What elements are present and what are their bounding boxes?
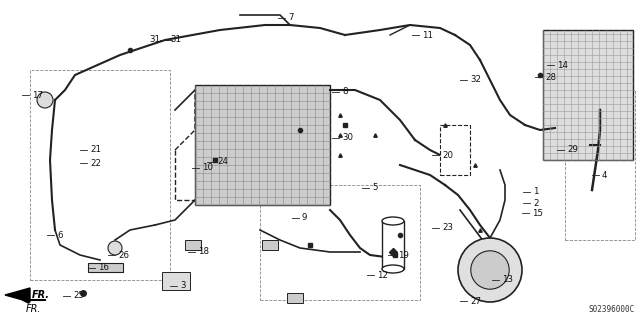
Text: 8: 8 bbox=[342, 87, 348, 97]
Bar bbox=[565, 90, 635, 240]
Text: FR.: FR. bbox=[25, 304, 41, 314]
Text: 7: 7 bbox=[288, 13, 294, 23]
Bar bbox=[440, 125, 470, 175]
Text: 1: 1 bbox=[533, 188, 538, 197]
Text: 26: 26 bbox=[118, 250, 129, 259]
Text: 25: 25 bbox=[73, 292, 84, 300]
Text: 9: 9 bbox=[302, 213, 307, 222]
Text: 30: 30 bbox=[342, 133, 353, 143]
Text: 29: 29 bbox=[567, 145, 578, 154]
Text: 5: 5 bbox=[372, 183, 378, 192]
Text: 13: 13 bbox=[502, 276, 513, 285]
Bar bbox=[30, 70, 170, 280]
Text: 18: 18 bbox=[198, 248, 209, 256]
Circle shape bbox=[37, 92, 53, 108]
Text: FR.: FR. bbox=[32, 290, 50, 300]
Bar bbox=[543, 30, 633, 160]
Bar bbox=[287, 293, 303, 303]
Text: 22: 22 bbox=[90, 159, 101, 167]
Text: 10: 10 bbox=[202, 164, 213, 173]
Text: 14: 14 bbox=[557, 61, 568, 70]
Text: 27: 27 bbox=[470, 296, 481, 306]
Text: 2: 2 bbox=[533, 198, 538, 207]
Text: 19: 19 bbox=[398, 250, 409, 259]
Text: 31: 31 bbox=[149, 35, 160, 44]
Bar bbox=[262, 240, 278, 250]
Ellipse shape bbox=[382, 217, 404, 225]
Text: S02396000C: S02396000C bbox=[589, 306, 635, 315]
Text: 28: 28 bbox=[545, 72, 556, 81]
Text: 32: 32 bbox=[470, 76, 481, 85]
Text: 6: 6 bbox=[57, 231, 63, 240]
Text: 31: 31 bbox=[170, 35, 181, 44]
Text: 3: 3 bbox=[180, 281, 186, 291]
Bar bbox=[195, 85, 330, 205]
Circle shape bbox=[108, 241, 122, 255]
Text: 23: 23 bbox=[442, 224, 453, 233]
Bar bbox=[260, 185, 420, 300]
Text: 21: 21 bbox=[90, 145, 101, 154]
Text: 16: 16 bbox=[98, 263, 109, 272]
Circle shape bbox=[458, 238, 522, 302]
Text: 12: 12 bbox=[377, 271, 388, 279]
Polygon shape bbox=[5, 288, 30, 302]
Text: 11: 11 bbox=[422, 31, 433, 40]
Text: 24: 24 bbox=[217, 158, 228, 167]
Text: 4: 4 bbox=[602, 170, 607, 180]
Ellipse shape bbox=[382, 265, 404, 273]
Text: 15: 15 bbox=[532, 209, 543, 218]
Bar bbox=[162, 272, 190, 290]
Text: 17: 17 bbox=[32, 91, 43, 100]
Text: 20: 20 bbox=[442, 151, 453, 160]
Bar bbox=[185, 240, 201, 250]
Bar bbox=[382, 221, 404, 269]
Circle shape bbox=[471, 251, 509, 289]
Bar bbox=[88, 263, 123, 272]
